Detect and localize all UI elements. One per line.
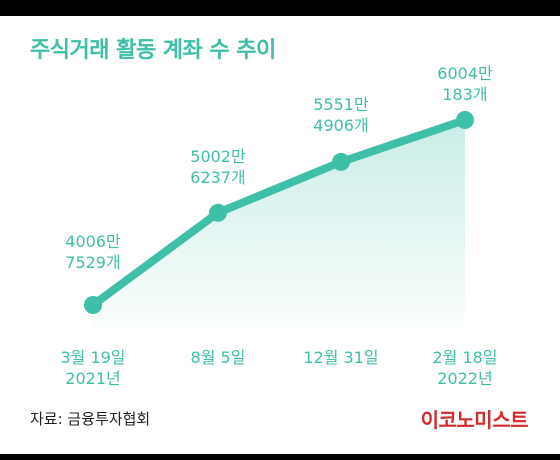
data-point-2 — [332, 152, 350, 171]
data-point-3 — [456, 111, 474, 129]
x-tick-1: 8월 5일 — [191, 348, 246, 367]
data-label-1: 5002만 6237개 — [190, 147, 246, 187]
data-labels: 4006만 7529개 5002만 6237개 5551만 4906개 6004만 183개 — [65, 64, 493, 272]
area-fill — [93, 120, 465, 330]
x-tick-labels: 3월 19일 2021년 8월 5일 12월 31일 2월 18일 2022년 — [60, 348, 497, 388]
data-point-0 — [84, 296, 102, 314]
x-tick-2: 12월 31일 — [303, 348, 378, 367]
x-tick-0: 3월 19일 2021년 — [60, 348, 125, 388]
data-point-1 — [209, 203, 227, 222]
data-label-2: 5551만 4906개 — [313, 95, 369, 135]
series-line — [89, 116, 469, 309]
data-points — [84, 111, 474, 314]
data-label-3: 6004만 183개 — [437, 64, 493, 104]
brand-logo: 이코노미스트 — [420, 408, 529, 432]
top-bar — [0, 0, 560, 16]
bottom-bar — [0, 454, 560, 460]
chart-title: 주식거래 활동 계좌 수 추이 — [30, 38, 276, 63]
x-tick-3: 2월 18일 2022년 — [432, 348, 497, 388]
data-label-0: 4006만 7529개 — [65, 232, 121, 272]
source-note: 자료: 금융투자협회 — [30, 410, 151, 428]
